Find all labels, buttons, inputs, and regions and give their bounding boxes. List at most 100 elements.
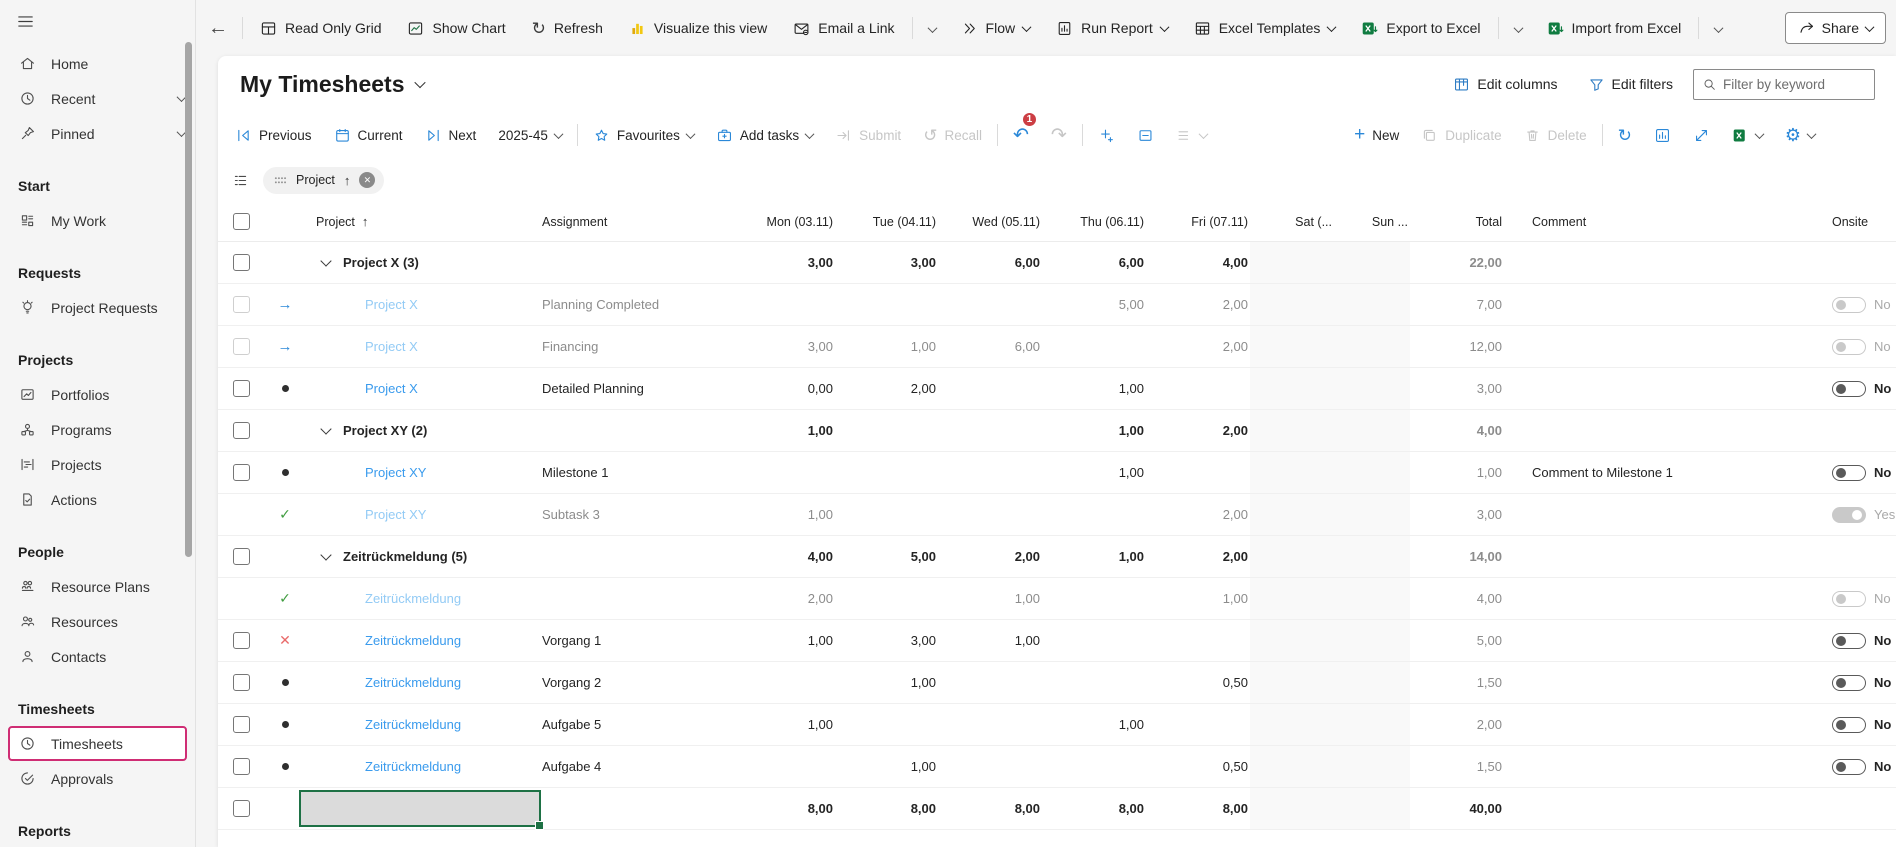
hours-sat-cell[interactable]	[1250, 284, 1334, 325]
hours-thu-cell[interactable]: 5,00	[1118, 297, 1144, 312]
hours-fri-cell[interactable]	[1146, 704, 1250, 745]
hours-wed-cell[interactable]: 6,00	[1014, 339, 1040, 354]
hours-tue-cell[interactable]: 1,00	[910, 759, 936, 774]
hours-fri-cell[interactable]: 4,00	[1222, 255, 1248, 270]
group-row[interactable]: Project X (3) 3,00 3,00 6,00 6,00 4,00 22,00	[218, 242, 1896, 284]
hours-mon-cell[interactable]: 3,00	[807, 255, 833, 270]
onsite-toggle[interactable]	[1832, 758, 1866, 775]
hours-thu-cell[interactable]: 1,00	[1118, 381, 1144, 396]
onsite-toggle[interactable]	[1832, 674, 1866, 691]
hours-tue-cell[interactable]: 1,00	[910, 339, 936, 354]
hours-mon-cell[interactable]	[735, 746, 835, 787]
period-selector[interactable]: 2025-45	[487, 119, 573, 151]
hours-sat-cell[interactable]	[1250, 368, 1334, 409]
hours-fri-cell[interactable]: 2,00	[1222, 549, 1248, 564]
hours-sat-cell[interactable]	[1250, 536, 1334, 577]
hours-wed-cell[interactable]: 8,00	[1014, 801, 1040, 816]
comment-cell[interactable]	[1504, 578, 1820, 619]
share-button[interactable]: Share	[1784, 12, 1886, 44]
project-link[interactable]: Zeitrückmeldung	[365, 717, 462, 732]
hours-sat-cell[interactable]	[1250, 494, 1334, 535]
sidebar-item-pinned[interactable]: Pinned	[0, 116, 195, 151]
hours-tue-cell[interactable]	[835, 578, 938, 619]
comment-cell[interactable]: Comment to Milestone 1	[1532, 465, 1673, 480]
project-link[interactable]: Zeitrückmeldung	[365, 591, 462, 606]
page-title[interactable]: My Timesheets	[240, 71, 427, 98]
add-tasks-button[interactable]: Add tasks	[705, 119, 824, 151]
hours-sun-cell[interactable]	[1334, 410, 1410, 451]
hours-wed-cell[interactable]: 2,00	[1014, 549, 1040, 564]
hours-fri-cell[interactable]: 1,00	[1222, 591, 1248, 606]
row-checkbox[interactable]	[233, 422, 250, 439]
hours-thu-cell[interactable]	[1042, 662, 1146, 703]
comment-cell[interactable]	[1504, 662, 1820, 703]
next-period-button[interactable]: Next	[414, 119, 488, 151]
comment-cell[interactable]	[1504, 326, 1820, 367]
new-button[interactable]: + New	[1343, 119, 1410, 151]
hours-sat-cell[interactable]	[1250, 452, 1334, 493]
onsite-toggle[interactable]	[1832, 464, 1866, 481]
email-link-dropdown-button[interactable]	[917, 21, 948, 36]
hours-mon-cell[interactable]	[735, 284, 835, 325]
hours-thu-cell[interactable]	[1042, 746, 1146, 787]
hours-wed-cell[interactable]	[938, 410, 1042, 451]
fullscreen-button[interactable]	[1682, 119, 1721, 151]
edit-columns-button[interactable]: Edit columns	[1443, 68, 1567, 100]
hours-wed-cell[interactable]	[938, 452, 1042, 493]
row-checkbox[interactable]	[233, 716, 250, 733]
sidebar-item-project-requests[interactable]: Project Requests	[0, 290, 195, 325]
undo-button[interactable]: ↶ 1	[1002, 111, 1040, 151]
column-header-thu[interactable]: Thu (06.11)	[1080, 214, 1144, 229]
column-header-mon[interactable]: Mon (03.11)	[766, 214, 833, 229]
hours-sun-cell[interactable]	[1334, 788, 1410, 829]
hours-tue-cell[interactable]	[835, 494, 938, 535]
run-report-button[interactable]: Run Report	[1043, 11, 1181, 45]
hours-mon-cell[interactable]	[735, 452, 835, 493]
hours-mon-cell[interactable]: 4,00	[807, 549, 833, 564]
hours-sun-cell[interactable]	[1334, 704, 1410, 745]
hours-mon-cell[interactable]: 1,00	[807, 633, 833, 648]
comment-cell[interactable]	[1504, 494, 1820, 535]
hours-wed-cell[interactable]	[938, 368, 1042, 409]
column-header-fri[interactable]: Fri (07.11)	[1191, 214, 1248, 229]
visualize-view-button[interactable]: Visualize this view	[616, 11, 780, 45]
hours-sun-cell[interactable]	[1334, 452, 1410, 493]
read-only-grid-button[interactable]: Read Only Grid	[247, 11, 394, 45]
hours-wed-cell[interactable]: 1,00	[1014, 633, 1040, 648]
sidebar-item-projects[interactable]: Projects	[0, 447, 195, 482]
totals-row[interactable]: 8,00 8,00 8,00 8,00 8,00 40,00	[218, 788, 1896, 830]
show-chart-panel-button[interactable]	[1643, 119, 1682, 151]
project-link[interactable]: Zeitrückmeldung	[365, 759, 462, 774]
filter-keyword-input[interactable]	[1723, 76, 1866, 92]
hours-fri-cell[interactable]: 2,00	[1222, 423, 1248, 438]
row-checkbox[interactable]	[233, 632, 250, 649]
timesheet-row[interactable]: ✕ Zeitrückmeldung Vorgang 1 1,00 3,00 1,00 5,0…	[218, 620, 1896, 662]
import-from-excel-button[interactable]: Import from Excel	[1534, 11, 1695, 45]
comment-cell[interactable]	[1504, 368, 1820, 409]
column-header-tue[interactable]: Tue (04.11)	[872, 214, 936, 229]
hours-mon-cell[interactable]	[735, 662, 835, 703]
selected-cell[interactable]	[299, 790, 544, 830]
project-link[interactable]: Project XY	[365, 465, 427, 480]
project-link[interactable]: Zeitrückmeldung	[365, 675, 462, 690]
hours-wed-cell[interactable]	[938, 704, 1042, 745]
hours-tue-cell[interactable]	[835, 704, 938, 745]
edit-filters-button[interactable]: Edit filters	[1578, 68, 1683, 100]
hamburger-menu-button[interactable]	[0, 0, 35, 31]
row-checkbox[interactable]	[233, 800, 250, 817]
row-checkbox[interactable]	[233, 296, 250, 313]
hours-fri-cell[interactable]	[1146, 452, 1250, 493]
hours-sat-cell[interactable]	[1250, 704, 1334, 745]
hours-tue-cell[interactable]: 8,00	[910, 801, 936, 816]
hours-sat-cell[interactable]	[1250, 620, 1334, 661]
timesheet-row[interactable]: → Project X Financing 3,00 1,00 6,00 2,00 12,00…	[218, 326, 1896, 368]
sidebar-item-resources[interactable]: Resources	[0, 604, 195, 639]
hours-fri-cell[interactable]: 2,00	[1222, 297, 1248, 312]
current-period-button[interactable]: Current	[323, 119, 414, 151]
collapse-group-icon[interactable]	[318, 428, 334, 433]
hours-sun-cell[interactable]	[1334, 242, 1410, 283]
hours-thu-cell[interactable]: 1,00	[1118, 717, 1144, 732]
hours-wed-cell[interactable]	[938, 494, 1042, 535]
sidebar-item-portfolios[interactable]: Portfolios	[0, 377, 195, 412]
comment-cell[interactable]	[1504, 704, 1820, 745]
